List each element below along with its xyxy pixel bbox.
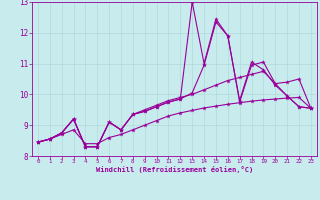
X-axis label: Windchill (Refroidissement éolien,°C): Windchill (Refroidissement éolien,°C) <box>96 166 253 173</box>
